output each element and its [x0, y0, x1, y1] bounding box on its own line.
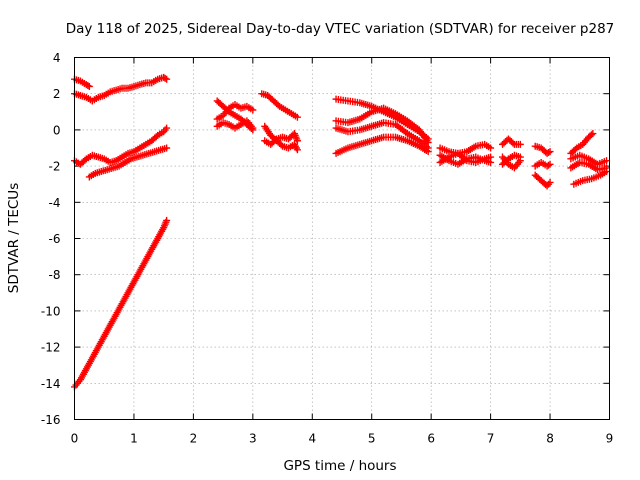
series-track-23 [531, 158, 554, 170]
x-tick-label: 2 [190, 432, 198, 446]
y-tick-label: -8 [49, 268, 61, 282]
data-point [546, 178, 554, 186]
data-point [293, 137, 301, 145]
data-point [545, 161, 553, 169]
series-track-19 [499, 135, 524, 148]
series-track-24 [531, 171, 554, 190]
y-tick-label: -16 [41, 413, 61, 427]
x-tick-labels: 0 1 2 3 4 5 6 7 8 9 [71, 432, 614, 446]
series-track-1 [71, 75, 93, 90]
data-point [603, 157, 611, 165]
data-point [516, 153, 524, 161]
data-point [603, 168, 611, 176]
data-point [546, 160, 554, 168]
series-track-26 [567, 151, 611, 168]
data-point [589, 130, 597, 138]
y-tick-label: -2 [49, 160, 61, 174]
y-tick-label: 0 [53, 123, 61, 137]
data-point [249, 106, 257, 114]
data-point [293, 146, 301, 154]
x-tick-label: 0 [71, 432, 79, 446]
data-point [587, 131, 595, 139]
series-track-11 [261, 130, 301, 148]
data-point [546, 148, 554, 156]
series-track-15 [332, 133, 432, 157]
data-point [516, 140, 524, 148]
y-tick-label: 2 [53, 87, 61, 101]
x-tick-label: 5 [368, 432, 376, 446]
data-point [487, 144, 495, 152]
x-tick-label: 8 [546, 432, 554, 446]
series-track-7 [213, 101, 257, 123]
series-track-5 [71, 216, 171, 391]
y-tick-labels: -16 -14 -12 -10 -8 -6 -4 -2 0 2 4 [41, 51, 61, 427]
x-tick-label: 4 [308, 432, 316, 446]
data-point [163, 144, 171, 152]
series-track-28 [570, 168, 611, 188]
plot-frame [74, 57, 610, 420]
data-point [487, 153, 495, 161]
y-axis-title: SDTVAR / TECUs [6, 183, 22, 293]
x-tick-label: 6 [427, 432, 435, 446]
series-track-2 [71, 73, 171, 105]
data-point [84, 82, 92, 90]
x-axis-title: GPS time / hours [283, 458, 396, 474]
series-track-3 [71, 124, 171, 168]
series-track-27 [567, 158, 611, 174]
series-track-9 [258, 90, 301, 121]
x-tick-label: 3 [249, 432, 257, 446]
series-track-22 [531, 142, 554, 157]
data-point [249, 124, 257, 132]
series-track-25 [567, 130, 597, 157]
chart-title: Day 118 of 2025, Sidereal Day-to-day VTE… [66, 21, 615, 37]
y-tick-label: 4 [53, 51, 61, 65]
series-track-21 [499, 151, 524, 168]
y-tick-label: -4 [49, 196, 61, 210]
x-tick-label: 1 [130, 432, 138, 446]
x-tick-label: 9 [606, 432, 614, 446]
data-point [85, 82, 93, 90]
series-track-18 [436, 149, 495, 166]
data-point [545, 149, 553, 157]
series-track-14 [332, 119, 432, 152]
y-tick-label: -12 [41, 341, 61, 355]
y-tick-label: -10 [41, 304, 61, 318]
series-track-4 [85, 144, 171, 181]
data-point [163, 75, 171, 83]
data-markers [71, 73, 611, 391]
data-point [161, 74, 169, 82]
series-track-13 [332, 104, 432, 147]
data-point [424, 148, 432, 156]
data-point [163, 124, 171, 132]
data-point [163, 216, 171, 224]
x-tick-label: 7 [487, 432, 495, 446]
y-tick-label: -6 [49, 232, 61, 246]
data-point [293, 113, 301, 121]
data-point [509, 139, 517, 147]
y-tick-label: -14 [41, 377, 61, 391]
series-track-8 [213, 117, 257, 132]
